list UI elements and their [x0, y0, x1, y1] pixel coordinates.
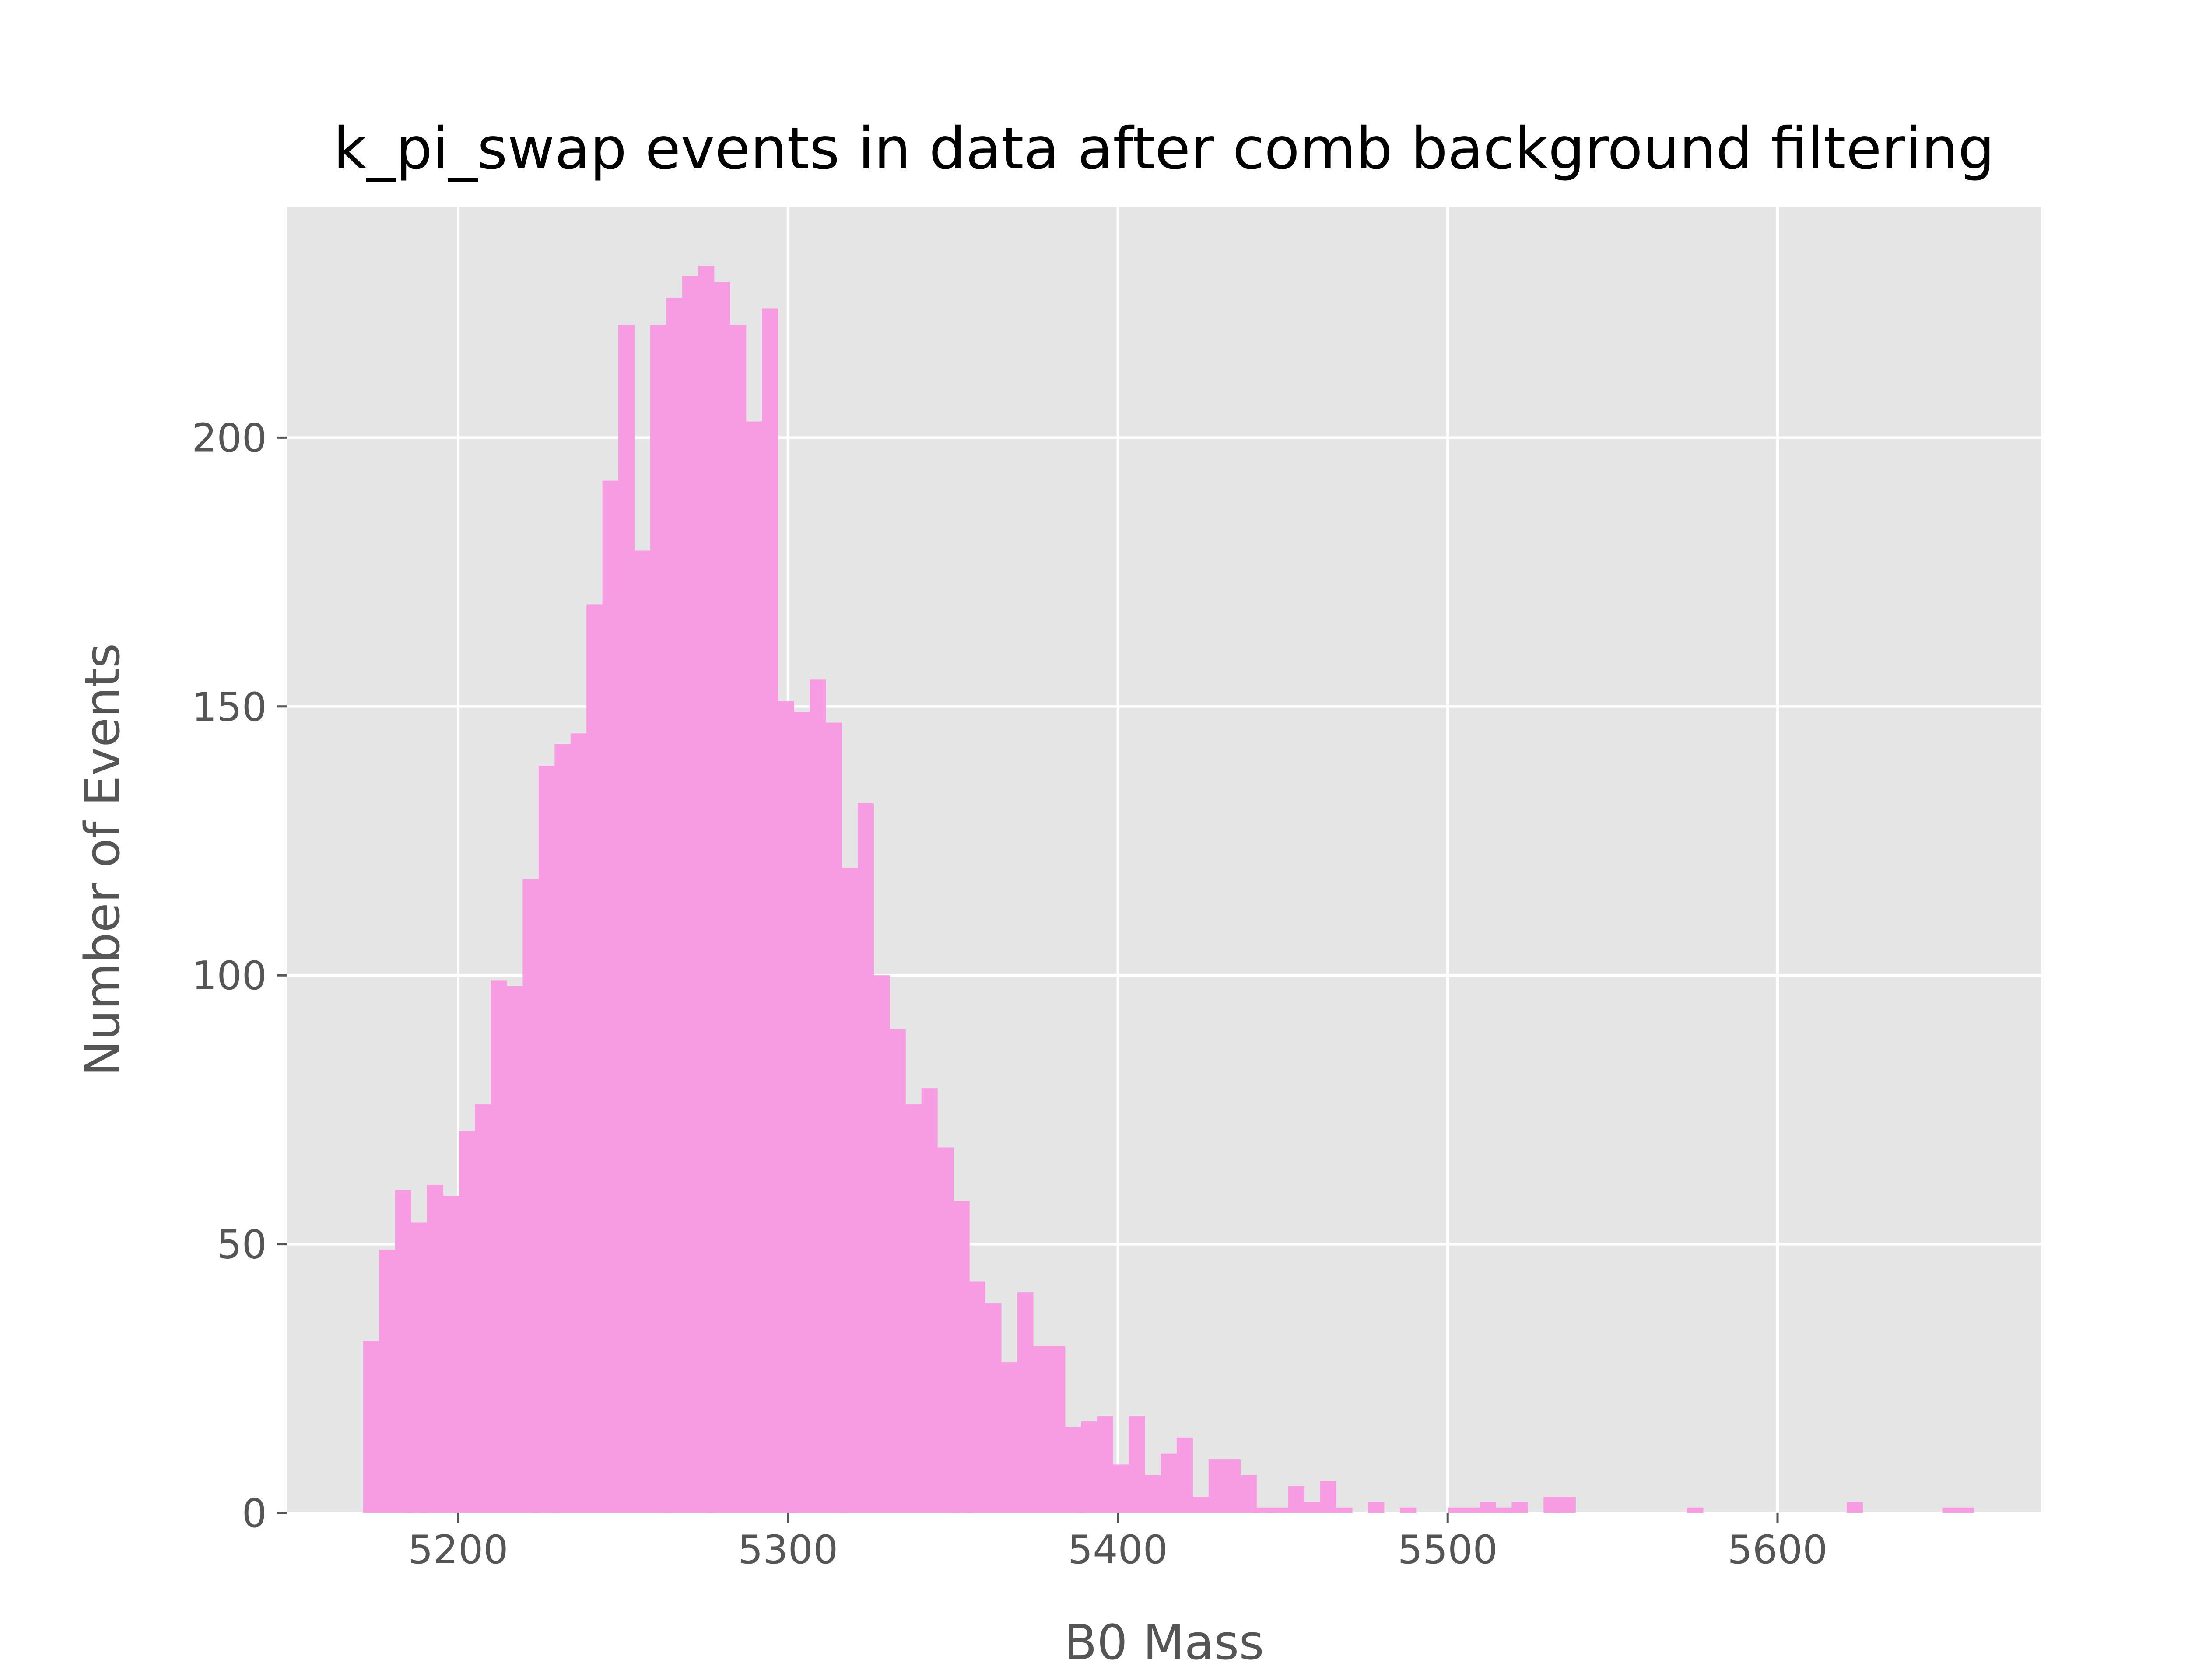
histogram-bar	[1368, 1502, 1385, 1513]
histogram-bar	[1480, 1502, 1496, 1513]
y-tick-label: 50	[217, 1222, 267, 1268]
histogram-bar	[714, 282, 730, 1513]
y-tick-label: 100	[192, 953, 267, 999]
histogram-bar	[1958, 1507, 1975, 1513]
histogram-bar	[810, 679, 826, 1513]
histogram-bar	[889, 1029, 906, 1513]
histogram-bar	[1400, 1507, 1417, 1513]
x-tick-label: 5600	[1727, 1527, 1827, 1573]
histogram-bar	[1208, 1459, 1225, 1513]
histogram-bar	[746, 421, 762, 1513]
histogram-bar	[778, 701, 794, 1513]
histogram-bar	[1511, 1502, 1528, 1513]
histogram-bar	[586, 604, 603, 1513]
histogram-bar	[1129, 1416, 1145, 1513]
histogram-bar	[666, 298, 683, 1513]
histogram-bar	[730, 325, 747, 1513]
histogram-bar	[1161, 1453, 1177, 1513]
histogram-bar	[762, 308, 778, 1513]
histogram-bar	[602, 480, 619, 1513]
histogram-bar	[1176, 1437, 1193, 1513]
histogram-bar	[842, 868, 858, 1513]
y-axis-label: Number of Events	[74, 643, 130, 1076]
histogram-bar	[395, 1190, 411, 1513]
histogram-bar	[1559, 1497, 1576, 1513]
histogram-bar	[1320, 1480, 1337, 1513]
histogram-bar	[905, 1104, 922, 1513]
histogram-bar	[1464, 1507, 1480, 1513]
histogram-bar	[857, 803, 874, 1513]
histogram-bar	[921, 1088, 938, 1513]
histogram-bar	[1256, 1507, 1273, 1513]
histogram-bar	[522, 878, 539, 1513]
histogram-bar	[1288, 1486, 1305, 1513]
histogram-bar	[459, 1131, 475, 1513]
axis-ticks: 5200 5300 5400 5500 5600 0 50 100 150 200	[192, 415, 1827, 1573]
x-tick-label: 5300	[738, 1527, 838, 1573]
histogram-bar	[554, 744, 571, 1513]
histogram-bar	[794, 712, 810, 1513]
histogram-bar	[1495, 1507, 1512, 1513]
y-tick-label: 0	[242, 1491, 267, 1536]
histogram-bar	[953, 1201, 970, 1513]
x-tick-label: 5500	[1398, 1527, 1498, 1573]
histogram-bar	[1017, 1292, 1034, 1513]
histogram-bar	[1049, 1346, 1066, 1513]
histogram-bar	[1543, 1497, 1560, 1513]
x-axis-label: B0 Mass	[1064, 1614, 1264, 1670]
histogram-bar	[698, 266, 715, 1513]
histogram-bar	[427, 1185, 443, 1513]
histogram-bar	[1687, 1507, 1704, 1513]
histogram-bar	[475, 1104, 491, 1513]
histogram-bar	[1033, 1346, 1049, 1513]
histogram-bar	[443, 1196, 459, 1513]
histogram-bar	[379, 1249, 396, 1513]
histogram-bar	[1145, 1475, 1161, 1513]
histogram-bar	[1001, 1362, 1017, 1513]
histogram-bar	[1224, 1459, 1241, 1513]
chart-title: k_pi_swap events in data after comb back…	[333, 115, 1995, 182]
histogram-bar	[1097, 1416, 1113, 1513]
histogram-bar	[1081, 1421, 1098, 1513]
histogram-bar	[538, 765, 555, 1513]
histogram-bar	[411, 1222, 428, 1513]
x-tick-label: 5400	[1068, 1527, 1168, 1573]
histogram-bar	[1240, 1475, 1257, 1513]
histogram-bar	[1065, 1427, 1081, 1513]
histogram-bar	[873, 975, 890, 1513]
histogram-bar	[1192, 1497, 1209, 1513]
histogram-bar	[1304, 1502, 1321, 1513]
y-tick-label: 150	[192, 684, 267, 730]
histogram-bar	[825, 722, 842, 1513]
x-tick-label: 5200	[408, 1527, 508, 1573]
histogram-bar	[1113, 1464, 1129, 1513]
histogram-bars	[363, 266, 1975, 1513]
histogram-bar	[1336, 1507, 1353, 1513]
histogram-bar	[363, 1340, 379, 1513]
histogram-bar	[985, 1303, 1002, 1513]
histogram-bar	[969, 1281, 986, 1513]
histogram-bar	[506, 986, 523, 1513]
histogram-bar	[682, 276, 698, 1513]
histogram-bar	[1942, 1507, 1959, 1513]
histogram-bar	[1846, 1502, 1863, 1513]
histogram-bar	[937, 1147, 954, 1513]
histogram-bar	[570, 733, 587, 1513]
histogram-bar	[491, 980, 507, 1513]
histogram-bar	[1448, 1507, 1464, 1513]
histogram-bar	[650, 325, 667, 1513]
y-tick-label: 200	[192, 415, 267, 461]
histogram-bar	[634, 550, 651, 1513]
histogram-bar	[1272, 1507, 1289, 1513]
histogram-bar	[618, 325, 635, 1513]
